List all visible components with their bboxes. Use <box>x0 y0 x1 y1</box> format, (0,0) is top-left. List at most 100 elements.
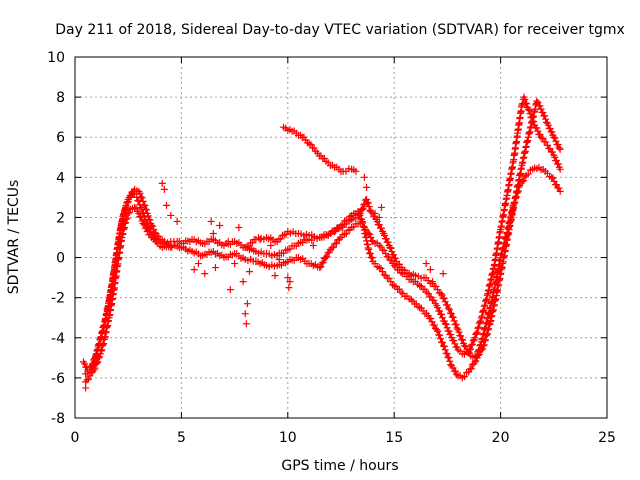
data-point <box>201 270 209 278</box>
data-point <box>285 284 293 292</box>
data-point <box>457 332 465 340</box>
data-point <box>396 260 404 268</box>
data-point <box>523 100 531 108</box>
data-point <box>476 318 484 326</box>
data-point <box>366 250 374 258</box>
data-point <box>524 170 532 178</box>
data-point <box>131 203 139 211</box>
data-point <box>142 224 150 232</box>
data-point <box>123 214 131 222</box>
y-tick-label: -6 <box>51 371 65 387</box>
data-point <box>443 350 451 358</box>
data-point <box>365 203 373 211</box>
data-point <box>163 201 171 209</box>
data-point <box>432 282 440 290</box>
data-point <box>123 199 131 207</box>
data-point <box>375 213 383 221</box>
tick-layer: 0 5 10 15 20 25 -8 -6 -4 -2 0 2 4 6 8 10 <box>47 50 616 446</box>
data-point <box>371 209 379 217</box>
data-point <box>441 320 449 328</box>
y-tick-label: 8 <box>56 90 65 106</box>
data-point <box>387 278 395 286</box>
data-point <box>467 345 475 353</box>
data-point <box>462 343 470 351</box>
data-point <box>481 336 489 344</box>
data-point <box>481 337 489 345</box>
data-point <box>450 317 458 325</box>
data-point <box>554 160 562 168</box>
data-point <box>549 148 557 156</box>
data-point <box>537 133 545 141</box>
data-point <box>436 331 444 339</box>
data-point <box>422 260 430 268</box>
data-point <box>390 262 398 270</box>
data-point <box>275 256 283 264</box>
data-point <box>359 205 367 213</box>
data-point <box>479 345 487 353</box>
data-point <box>209 229 217 237</box>
data-point <box>307 141 315 149</box>
data-point <box>471 358 479 366</box>
data-point <box>134 196 142 204</box>
data-point <box>414 303 422 311</box>
data-point <box>437 311 445 319</box>
data-point <box>317 263 325 271</box>
y-tick-label: 2 <box>56 210 65 226</box>
data-point <box>447 310 455 318</box>
data-point <box>442 321 450 329</box>
data-point <box>231 260 239 268</box>
data-point <box>551 134 559 142</box>
y-tick-label: -8 <box>51 411 65 427</box>
data-point <box>459 336 467 344</box>
data-point <box>485 325 493 333</box>
data-point <box>430 321 438 329</box>
data-point <box>380 271 388 279</box>
data-point <box>245 268 253 276</box>
data-point <box>522 99 530 107</box>
data-point <box>138 205 146 213</box>
data-point <box>364 199 372 207</box>
data-point <box>207 217 215 225</box>
data-point <box>335 235 343 243</box>
data-point <box>472 329 480 337</box>
data-point <box>286 278 294 286</box>
data-point <box>453 370 461 378</box>
data-point <box>387 244 395 252</box>
chart-title: Day 211 of 2018, Sidereal Day-to-day VTE… <box>55 22 625 38</box>
data-point <box>155 232 163 240</box>
data-point <box>122 203 130 211</box>
data-point <box>95 354 103 362</box>
data-point <box>550 133 558 141</box>
data-point <box>98 346 106 354</box>
data-point <box>316 264 324 272</box>
data-point <box>467 364 475 372</box>
data-point <box>445 354 453 362</box>
data-point <box>447 331 455 339</box>
data-point <box>483 331 491 339</box>
data-point <box>416 282 424 290</box>
data-point <box>146 216 154 224</box>
data-point <box>144 212 152 220</box>
data-point <box>239 278 247 286</box>
data-point <box>423 288 431 296</box>
data-point <box>556 165 564 173</box>
data-point <box>433 326 441 334</box>
data-point <box>556 145 564 153</box>
data-point <box>86 372 94 380</box>
data-point <box>477 317 485 325</box>
data-point <box>122 215 130 223</box>
data-point <box>548 173 556 181</box>
data-point <box>135 197 143 205</box>
data-point <box>319 258 327 266</box>
data-point <box>378 268 386 276</box>
data-point <box>480 342 488 350</box>
data-point <box>391 254 399 262</box>
data-point <box>190 266 198 274</box>
y-tick-label: 0 <box>56 251 65 267</box>
data-point <box>318 259 326 267</box>
data-point <box>323 253 331 261</box>
data-point <box>460 342 468 350</box>
data-point <box>124 210 132 218</box>
data-point <box>226 286 234 294</box>
grid-layer <box>75 57 607 418</box>
